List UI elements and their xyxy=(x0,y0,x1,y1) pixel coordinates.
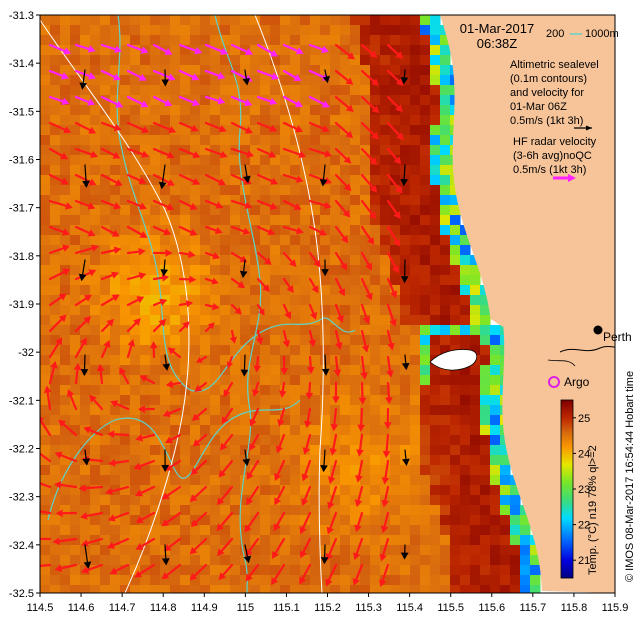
x-tick-label: 115.7 xyxy=(519,602,546,614)
x-tick-label: 114.9 xyxy=(191,602,218,614)
x-tick-label: 115.8 xyxy=(561,602,588,614)
hf-arrow-252-head xyxy=(29,507,37,515)
y-tick-label: -32 xyxy=(18,347,34,359)
hf-arrow-280-shaft xyxy=(34,565,50,566)
x-tick-label: 115 xyxy=(237,602,255,614)
y-tick-label: -32.2 xyxy=(9,444,34,456)
hf-arrow-240-shaft xyxy=(83,487,102,488)
y-tick-label: -31.3 xyxy=(9,10,34,22)
x-tick-label: 114.8 xyxy=(150,602,177,614)
map-date: 01-Mar-2017 xyxy=(460,21,534,36)
credit-text: © IMOS 08-Mar-2017 16:54:44 Hobart time xyxy=(624,371,636,582)
y-tick-label: -32.5 xyxy=(9,588,34,600)
x-tick-label: 114.6 xyxy=(68,602,95,614)
hf-arrow-280-head xyxy=(30,562,37,570)
x-tick-label: 114.7 xyxy=(109,602,136,614)
y-tick-label: -31.7 xyxy=(9,203,34,215)
perth-label: Perth xyxy=(603,330,632,344)
altimetry-line-4: 01-Mar 06Z xyxy=(510,101,567,113)
altimetry-line-5: 0.5m/s (1kt 3h) xyxy=(510,115,583,127)
x-tick-label: 115.3 xyxy=(355,602,382,614)
argo-label: Argo xyxy=(564,375,590,389)
depth-legend-1000: 1000m xyxy=(585,28,619,40)
y-tick-label: -31.6 xyxy=(9,155,34,167)
altimetry-line-3: and velocity for xyxy=(510,87,584,99)
y-tick-label: -32.3 xyxy=(9,492,34,504)
hf-line-2: (3-6h avg)noQC xyxy=(513,150,592,162)
x-tick-label: 115.9 xyxy=(602,602,629,614)
hf-line-3: 0.5m/s (1kt 3h) xyxy=(513,164,586,176)
x-tick-label: 115.4 xyxy=(396,602,423,614)
x-tick-label: 114.5 xyxy=(27,602,54,614)
y-tick-label: -31.8 xyxy=(9,251,34,263)
colorbar-tick-label: 25 xyxy=(578,413,590,425)
hf-radar-legend: HF radar velocity (3-6h avg)noQC 0.5m/s … xyxy=(513,136,597,182)
x-tick-label: 115.6 xyxy=(478,602,505,614)
x-tick-label: 115.2 xyxy=(314,602,341,614)
depth-legend-200: 200 xyxy=(546,28,564,40)
map-time: 06:38Z xyxy=(477,36,518,51)
y-tick-label: -31.5 xyxy=(9,106,34,118)
x-tick-label: 115.5 xyxy=(437,602,464,614)
x-tick-label: 115.1 xyxy=(273,602,300,614)
perth-dot xyxy=(594,326,603,335)
y-tick-label: -31.4 xyxy=(9,58,34,70)
y-tick-label: -32.1 xyxy=(9,395,34,407)
y-tick-label: -31.9 xyxy=(9,299,34,311)
y-tick-label: -32.4 xyxy=(9,540,34,552)
altimetry-line-1: Altimetric sealevel xyxy=(510,59,599,71)
colorbar-label: Temp. (°C) n19 78% ql>=2 xyxy=(587,445,599,575)
hf-arrow-238-head xyxy=(28,478,36,485)
hf-line-1: HF radar velocity xyxy=(513,136,597,148)
altimetry-line-2: (0.1m contours) xyxy=(510,73,587,85)
